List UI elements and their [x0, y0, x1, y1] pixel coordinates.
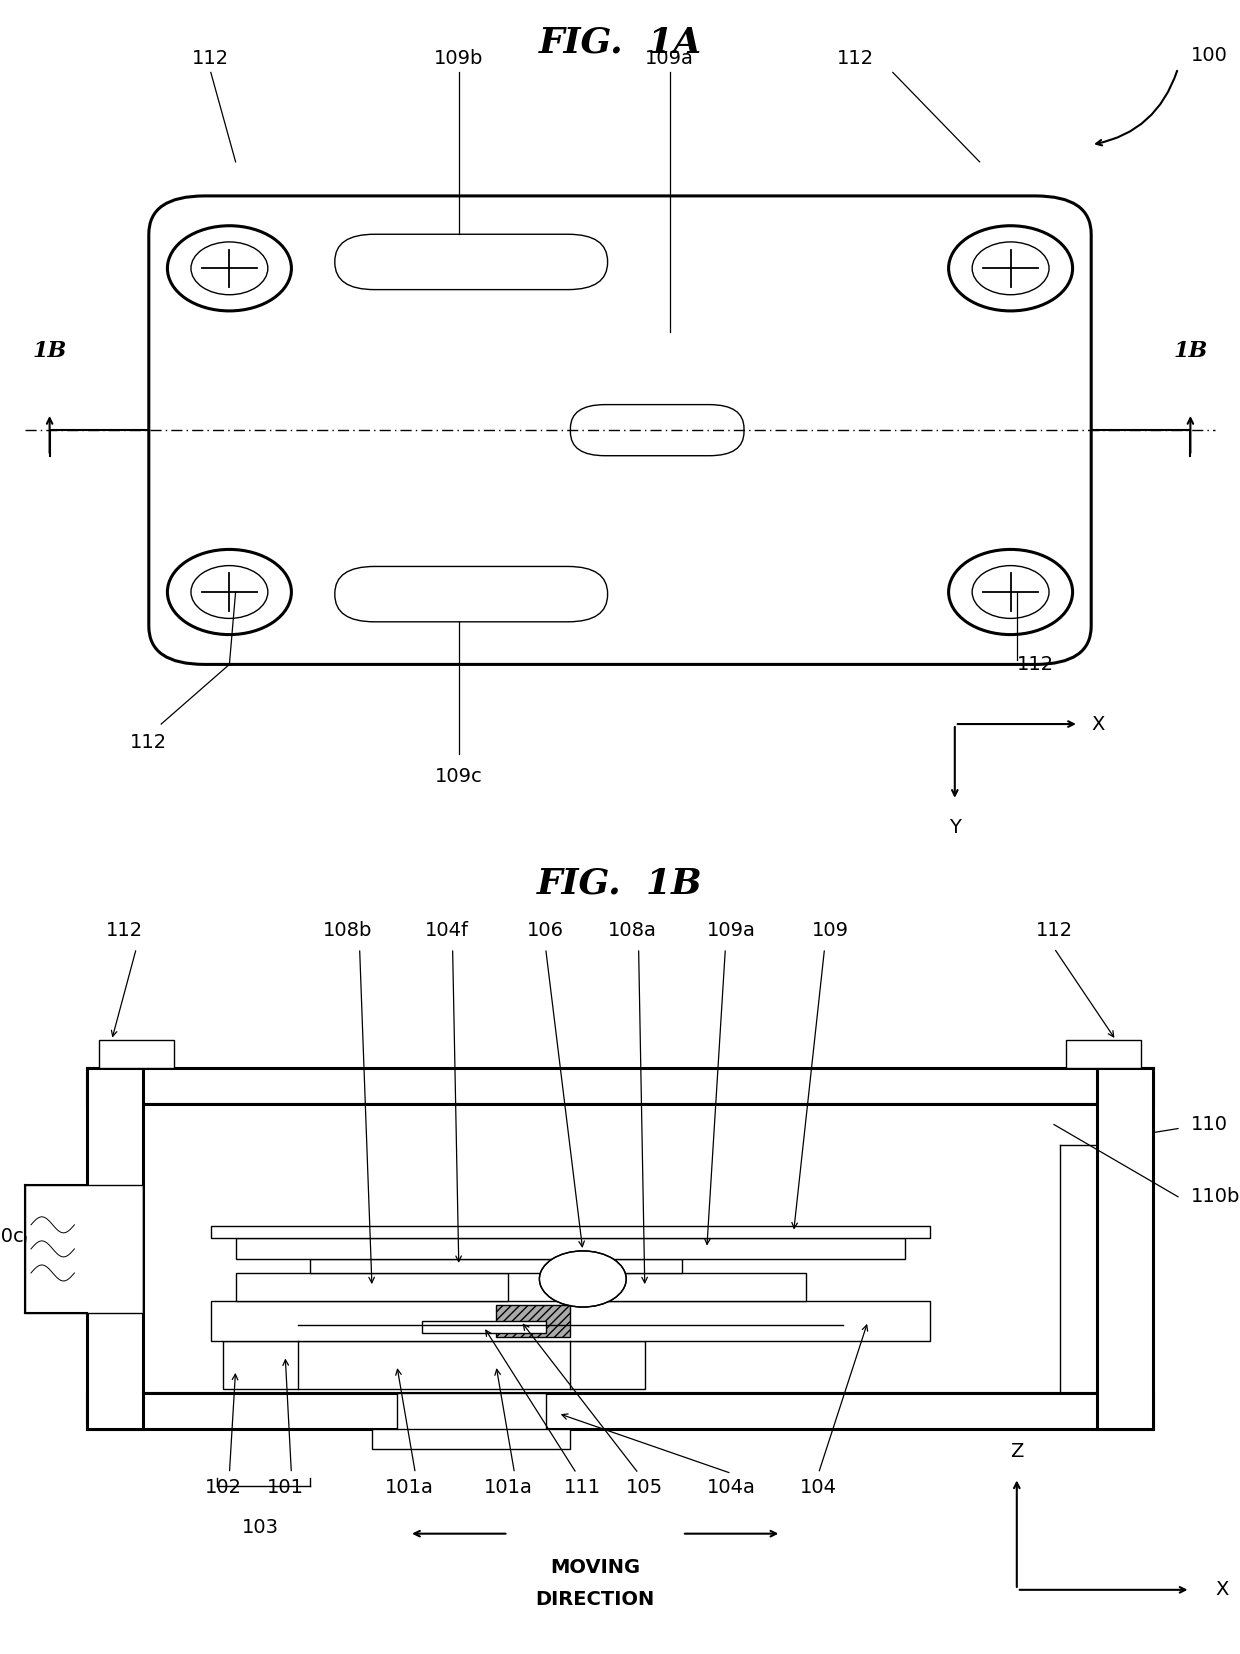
Text: 101: 101: [267, 1477, 304, 1497]
Bar: [25, 1184, 143, 1313]
Text: 110: 110: [1190, 1115, 1228, 1135]
Text: FIG.  1A: FIG. 1A: [538, 25, 702, 60]
Bar: [87, 1068, 1153, 1105]
Bar: [223, 1341, 645, 1389]
Text: X: X: [1215, 1580, 1229, 1599]
Bar: [87, 1068, 143, 1429]
Text: 109: 109: [812, 921, 849, 939]
Bar: [236, 1239, 905, 1259]
Bar: [211, 1302, 930, 1341]
Text: 109b: 109b: [434, 50, 484, 68]
Text: DIRECTION: DIRECTION: [536, 1589, 655, 1609]
Text: Y: Y: [949, 817, 961, 837]
Bar: [397, 1393, 546, 1434]
Circle shape: [539, 1250, 626, 1307]
Text: 1B: 1B: [32, 341, 67, 362]
Text: 109a: 109a: [645, 50, 694, 68]
Text: 1B: 1B: [1173, 341, 1208, 362]
Text: FIG.  1B: FIG. 1B: [537, 867, 703, 901]
Bar: [422, 1322, 546, 1333]
Text: 112: 112: [130, 733, 167, 751]
Text: 105: 105: [626, 1477, 663, 1497]
Text: 104f: 104f: [424, 921, 469, 939]
Text: 112: 112: [192, 50, 229, 68]
Text: 101a: 101a: [484, 1477, 533, 1497]
Text: 112: 112: [837, 50, 874, 68]
Text: 101a: 101a: [384, 1477, 434, 1497]
FancyBboxPatch shape: [149, 195, 1091, 665]
Bar: [310, 1259, 682, 1274]
FancyBboxPatch shape: [335, 566, 608, 622]
FancyBboxPatch shape: [570, 405, 744, 457]
Text: X: X: [1091, 715, 1105, 733]
Text: 112: 112: [1017, 655, 1054, 673]
Text: 109c: 109c: [435, 767, 482, 786]
Text: 112: 112: [105, 921, 143, 939]
Bar: [583, 1274, 806, 1302]
Bar: [87, 1393, 1153, 1429]
Text: 110b: 110b: [1190, 1188, 1240, 1206]
Text: 104: 104: [800, 1477, 837, 1497]
Bar: [496, 1305, 570, 1336]
FancyBboxPatch shape: [335, 235, 608, 289]
Text: 106: 106: [527, 921, 564, 939]
Text: 112: 112: [1035, 921, 1073, 939]
Text: 111: 111: [564, 1477, 601, 1497]
Text: 102: 102: [205, 1477, 242, 1497]
Text: 103: 103: [242, 1518, 279, 1537]
Bar: [236, 1274, 508, 1302]
Text: MOVING: MOVING: [551, 1558, 640, 1576]
Text: 110c: 110c: [0, 1227, 25, 1247]
Bar: [99, 1040, 174, 1068]
Bar: [372, 1429, 570, 1449]
Text: 108a: 108a: [608, 921, 657, 939]
Bar: [1066, 1040, 1141, 1068]
Text: 104a: 104a: [707, 1477, 756, 1497]
Bar: [211, 1226, 930, 1239]
Text: 109a: 109a: [707, 921, 756, 939]
Text: Z: Z: [1011, 1442, 1023, 1462]
Bar: [1097, 1068, 1153, 1429]
Text: 108b: 108b: [322, 921, 372, 939]
Text: 100: 100: [1190, 46, 1228, 65]
